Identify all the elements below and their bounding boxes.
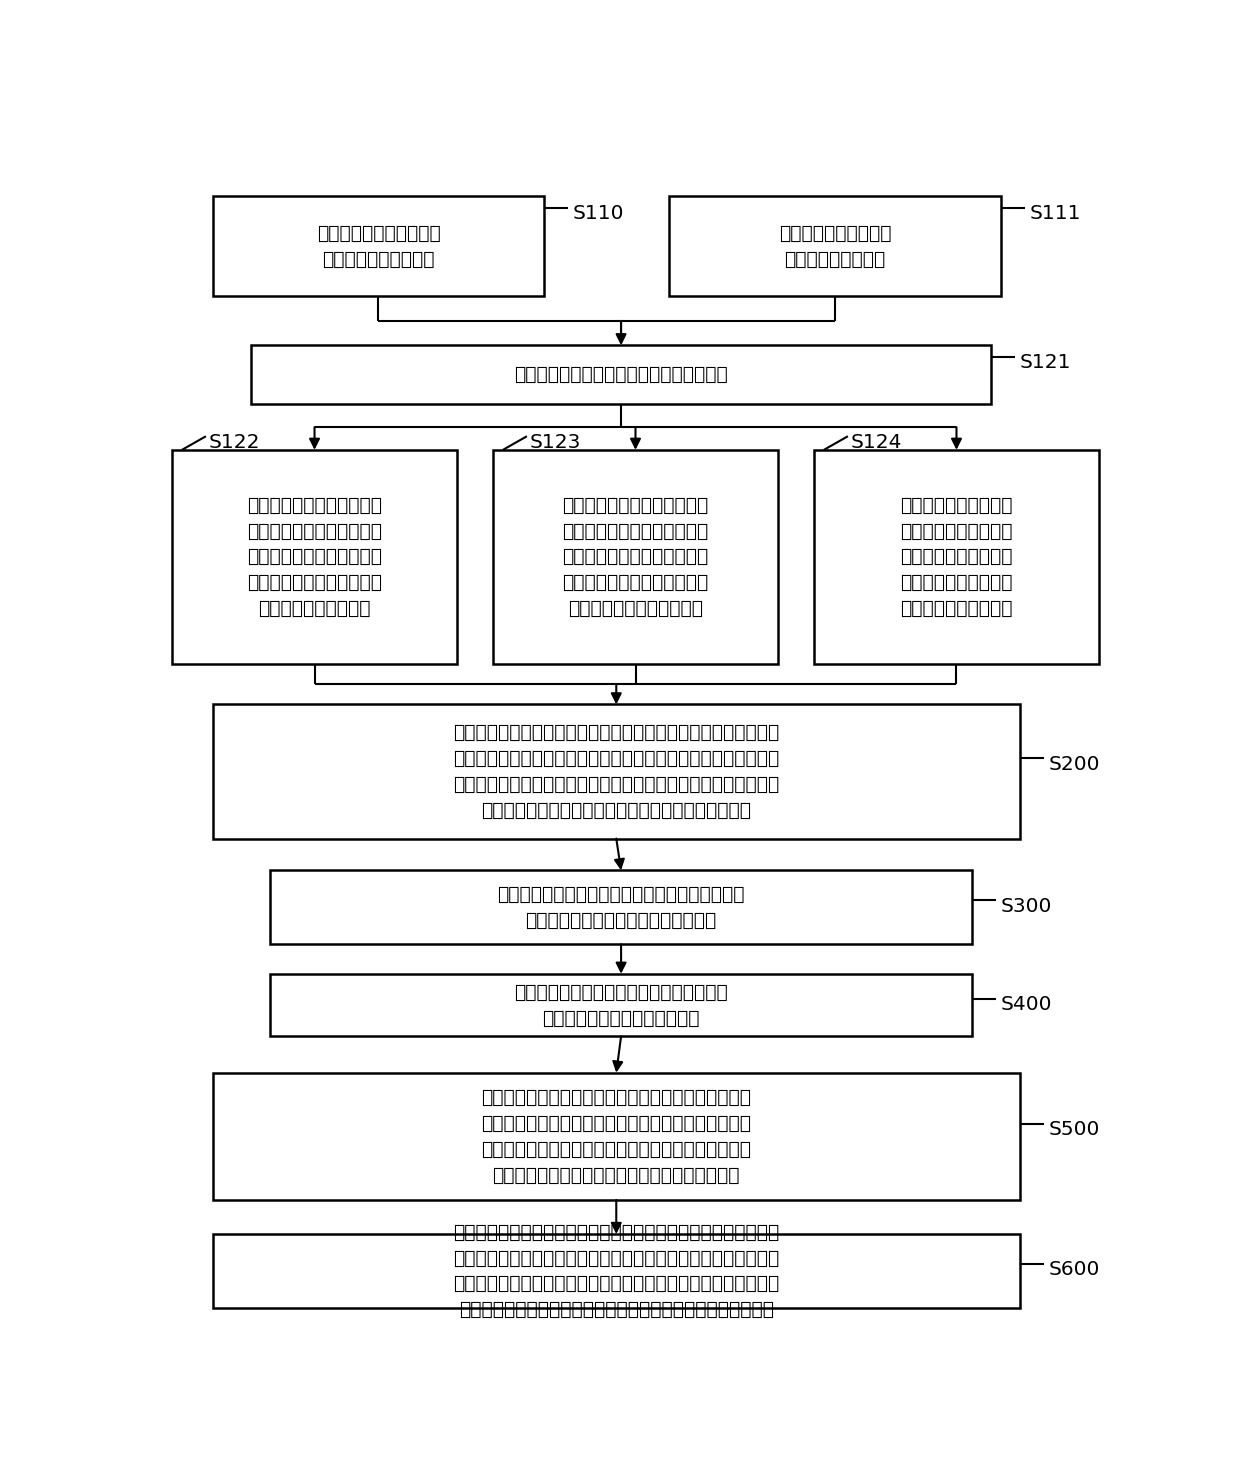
- Text: S300: S300: [1001, 896, 1052, 915]
- Text: 机器人扫描识别待取走食物上的打包标签，
获取待取走食物对应的餐饮订单: 机器人扫描识别待取走食物上的打包标签， 获取待取走食物对应的餐饮订单: [515, 983, 728, 1027]
- Text: 服务器从用户终端获取用
户身份信息、餐饮需求: 服务器从用户终端获取用 户身份信息、餐饮需求: [316, 224, 440, 269]
- Text: S600: S600: [1049, 1261, 1100, 1280]
- Text: S400: S400: [1001, 995, 1053, 1014]
- FancyBboxPatch shape: [213, 704, 1019, 838]
- FancyBboxPatch shape: [213, 1234, 1019, 1308]
- Text: S121: S121: [1019, 353, 1071, 372]
- FancyBboxPatch shape: [270, 871, 972, 945]
- Text: 服务器对用户身份信息和就餐模式进行分析: 服务器对用户身份信息和就餐模式进行分析: [515, 366, 728, 384]
- FancyBboxPatch shape: [250, 345, 991, 404]
- FancyBboxPatch shape: [270, 974, 972, 1036]
- FancyBboxPatch shape: [670, 196, 1001, 297]
- Text: S110: S110: [573, 204, 625, 223]
- Text: 当分析结果为用户身份信息
为监管人类型，且选择的就
餐模式为非监管就餐模式时
，服务器根据餐饮需求生成
监管人的普通餐饮订单: 当分析结果为用户身份信息 为监管人类型，且选择的就 餐模式为非监管就餐模式时 ，…: [247, 496, 382, 618]
- FancyBboxPatch shape: [213, 1073, 1019, 1200]
- FancyBboxPatch shape: [815, 450, 1099, 664]
- Text: S124: S124: [851, 432, 903, 452]
- Text: 服务器从用户终端获取
用户输入的就餐模式: 服务器从用户终端获取 用户输入的就餐模式: [779, 224, 892, 269]
- Text: S111: S111: [1029, 204, 1081, 223]
- Text: 当待取走食物放置在储物格内并关闭对应的柜门后，机
器人记录从开启状态切换为关闭状态的柜门的标号信息
，将标号信息与放置于该柜门的待取走食物对应的取餐
码进行绑定: 当待取走食物放置在储物格内并关闭对应的柜门后，机 器人记录从开启状态切换为关闭状…: [481, 1088, 751, 1184]
- Text: 当分析结果为用户身份
信息为被监管人类型时
，服务器根据餐饮需求
和饮食建议信息生成被
监管人的健康餐饮订单: 当分析结果为用户身份 信息为被监管人类型时 ，服务器根据餐饮需求 和饮食建议信息…: [900, 496, 1013, 618]
- FancyBboxPatch shape: [213, 196, 544, 297]
- FancyBboxPatch shape: [494, 450, 777, 664]
- Text: S200: S200: [1049, 754, 1100, 773]
- Text: 当分析结果为用户身份信息为
监管人类型，且选择的就餐模
式为监管就餐模式时，服务器
根据餐饮需求和饮食建议信息
生成监管人的健康餐饮订单: 当分析结果为用户身份信息为 监管人类型，且选择的就餐模 式为监管就餐模式时，服务…: [563, 496, 708, 618]
- FancyBboxPatch shape: [172, 450, 456, 664]
- Text: 当根据餐饮订单完成并打包对应的食物，在待取走食物上设置打包
标签后，服务器生成并发送餐饮配送指令至机器人；机器人设有扫
描器和若干个储物格；每个储物格设有一个柜: 当根据餐饮订单完成并打包对应的食物，在待取走食物上设置打包 标签后，服务器生成并…: [453, 723, 780, 819]
- Text: S122: S122: [208, 432, 260, 452]
- Text: 机器人根据待取走食物对应的餐饮订单进行移动，并将定位获取的
位置信息发送至服务器，到达取餐区域时生成并发送提醒信息至用
户终端，当验证用户的取餐信息与取餐码匹配: 机器人根据待取走食物对应的餐饮订单进行移动，并将定位获取的 位置信息发送至服务器…: [453, 1224, 780, 1320]
- Text: S123: S123: [529, 432, 582, 452]
- Text: S500: S500: [1049, 1120, 1100, 1139]
- Text: 机器人根据餐饮配送指令移动至厨房所在地址，根
据获取到的开柜指令打开对应的储物格: 机器人根据餐饮配送指令移动至厨房所在地址，根 据获取到的开柜指令打开对应的储物格: [497, 886, 745, 930]
